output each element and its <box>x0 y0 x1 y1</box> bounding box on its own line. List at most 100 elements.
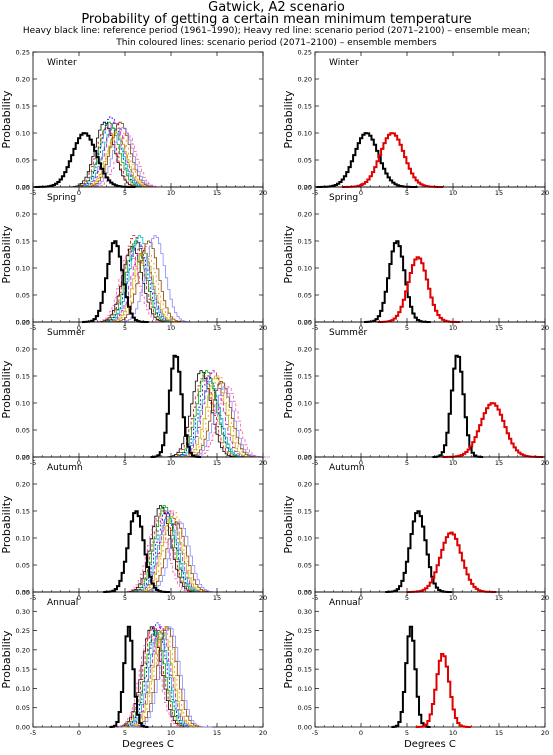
member-series-line <box>127 516 211 593</box>
x-tick-label: 0 <box>77 324 81 332</box>
season-label: Autumn <box>329 463 365 473</box>
member-series-line <box>66 127 149 188</box>
member-series-line <box>68 121 152 188</box>
y-tick-label: 0.00 <box>16 319 30 327</box>
y-axis-label: Probability <box>0 90 13 149</box>
y-tick-label: 0.15 <box>16 508 30 516</box>
reference-series-line <box>109 625 149 728</box>
y-axis-label: Probability <box>0 630 13 689</box>
member-series-line <box>108 240 192 323</box>
x-tick-label: 15 <box>213 459 221 467</box>
panel-summer-members: 0.000.050.100.150.200.25-5 0 5 10 15 20Summer… <box>0 319 271 467</box>
x-tick-label: 5 <box>405 594 409 602</box>
plot-frame <box>314 321 546 458</box>
member-series-line <box>91 246 175 323</box>
y-tick-label: 0.25 <box>16 319 30 327</box>
y-tick-label: 0.10 <box>16 265 30 273</box>
panel-winter-members: 0.000.050.100.150.200.25-5 0 5 10 15 20Winter… <box>0 49 267 198</box>
x-tick-label: 5 <box>405 189 409 197</box>
x-axis-label-left: Degrees C <box>122 739 174 750</box>
x-tick-label: 5 <box>405 459 409 467</box>
y-tick-label: 0.25 <box>298 454 312 462</box>
y-tick-label: 0.15 <box>16 373 30 381</box>
x-tick-label: 5 <box>405 324 409 332</box>
member-series-line <box>129 626 213 728</box>
y-tick-label: 0.00 <box>298 454 312 462</box>
scenario-mean-series-line <box>342 132 444 188</box>
member-series-line <box>78 127 161 188</box>
y-axis-label: Probability <box>0 495 13 554</box>
panel-autumn-members: 0.000.050.100.150.200.25-5 0 5 10 15 20Autumn… <box>0 454 267 603</box>
y-tick-label: 0.05 <box>298 562 312 570</box>
x-tick-label: 20 <box>259 729 267 737</box>
y-tick-label: 0.10 <box>298 685 312 693</box>
member-series-line <box>76 132 159 188</box>
y-tick-label: 0.20 <box>298 646 312 654</box>
member-series-line <box>181 381 264 458</box>
plot-frame <box>314 186 546 323</box>
x-tick-label: 5 <box>123 729 127 737</box>
y-tick-label: 0.20 <box>298 211 312 219</box>
x-tick-label: 0 <box>359 189 363 197</box>
legend-note-line-1: Heavy black line: reference period (1961… <box>22 26 531 36</box>
x-tick-label: 15 <box>495 594 503 602</box>
x-tick-label: 0 <box>359 594 363 602</box>
member-series-line <box>163 375 247 458</box>
y-tick-label: 0.00 <box>16 589 30 597</box>
member-series-line <box>126 626 210 728</box>
scenario-mean-series-line <box>415 653 471 728</box>
reference-series-line <box>82 240 149 323</box>
member-series-line <box>82 127 166 188</box>
x-tick-label: 10 <box>449 594 457 602</box>
x-tick-label: 15 <box>495 459 503 467</box>
y-tick-label: 0.15 <box>298 508 312 516</box>
y-tick-label: 0.05 <box>298 704 312 712</box>
reference-series-line <box>103 510 170 593</box>
y-tick-label: 0.15 <box>298 103 312 111</box>
x-tick-label: 0 <box>77 594 81 602</box>
y-tick-label: 0.25 <box>298 184 312 192</box>
x-tick-label: 15 <box>213 189 221 197</box>
y-tick-label: 0.05 <box>16 427 30 435</box>
panel-autumn-mean: 0.000.050.100.150.200.25-5 0 5 10 15 20Autumn… <box>282 454 549 603</box>
y-tick-label: 0.25 <box>16 49 30 57</box>
panel-annual-members: 0.00 0.05 0.10 0.15 0.20 0.25 0.30 0.35 -5 0 5 10 15… <box>0 589 267 738</box>
y-tick-label: 0.15 <box>16 103 30 111</box>
member-series-line <box>79 121 163 188</box>
member-series-line <box>72 127 156 188</box>
member-series-line <box>170 381 253 458</box>
x-tick-label: 15 <box>213 324 221 332</box>
y-tick-label: 0.20 <box>16 76 30 84</box>
x-tick-label: 15 <box>213 729 221 737</box>
member-series-line <box>124 626 207 728</box>
member-series-line <box>114 235 198 323</box>
member-series-line <box>86 132 170 188</box>
member-series-line <box>124 505 207 593</box>
season-label: Winter <box>329 58 359 68</box>
y-tick-label: 0.35 <box>298 589 312 597</box>
member-series-line <box>175 375 259 458</box>
x-tick-label: 10 <box>449 459 457 467</box>
y-tick-label: 0.00 <box>16 184 30 192</box>
member-series-line <box>64 121 147 188</box>
y-tick-label: 0.00 <box>298 319 312 327</box>
x-tick-label: 10 <box>449 324 457 332</box>
member-series-line <box>89 251 172 323</box>
reference-series-line <box>34 132 136 188</box>
y-tick-label: 0.20 <box>16 346 30 354</box>
y-axis-label: Probability <box>0 360 13 419</box>
member-series-line <box>116 622 200 728</box>
x-tick-label: 10 <box>167 324 175 332</box>
y-tick-label: 0.20 <box>298 481 312 489</box>
plot-frame <box>32 591 264 728</box>
y-axis-label: Probability <box>282 495 295 554</box>
season-label: Summer <box>329 328 367 338</box>
x-tick-label: 15 <box>495 324 503 332</box>
panel-spring-members: 0.000.050.100.150.200.25-5 0 5 10 15 20Spring… <box>0 184 267 333</box>
y-axis-label: Probability <box>282 360 295 419</box>
scenario-mean-series-line <box>442 402 544 458</box>
y-tick-label: 0.20 <box>16 646 30 654</box>
member-series-line <box>172 370 256 458</box>
x-tick-label: 0 <box>359 729 363 737</box>
x-tick-label: 0 <box>359 459 363 467</box>
